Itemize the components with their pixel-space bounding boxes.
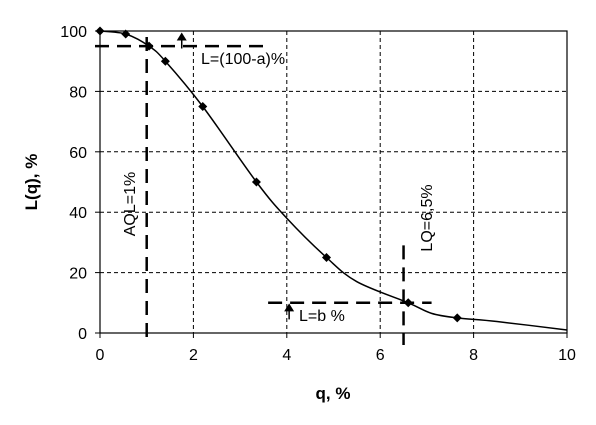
data-point (321, 253, 331, 262)
data-point (198, 102, 208, 111)
x-tick-labels: 0 2 4 6 8 10 (96, 347, 576, 364)
plot-frame (99, 30, 568, 334)
y-tick-label: 0 (78, 326, 87, 343)
y-axis-title: L(q), % (22, 154, 41, 211)
lower-level-label: L=b % (299, 308, 345, 325)
x-tick-label: 8 (469, 347, 478, 364)
y-tick-label: 40 (69, 205, 87, 222)
lower-level-arrow-head (284, 303, 295, 312)
y-tick-labels: 0 20 40 60 80 100 (60, 24, 87, 343)
aql-label: AQL=1% (122, 172, 139, 236)
data-point (95, 26, 105, 36)
upper-level-label: L=(100-a)% (201, 51, 285, 68)
upper-level-arrow-head (176, 32, 187, 41)
axes (95, 30, 568, 338)
x-tick-label: 10 (558, 347, 576, 364)
x-tick-label: 0 (96, 347, 105, 364)
y-tick-label: 20 (69, 266, 87, 283)
x-tick-label: 6 (376, 347, 385, 364)
data-points (95, 26, 462, 323)
lq-label: LQ=6,5% (419, 184, 436, 251)
y-tick-label: 80 (69, 84, 87, 101)
data-point (144, 41, 154, 51)
data-point (452, 313, 462, 323)
y-tick-label: 100 (60, 24, 87, 41)
data-point (160, 56, 170, 66)
data-point (251, 177, 261, 187)
y-tick-label: 60 (69, 145, 87, 162)
x-axis-title: q, % (316, 384, 351, 403)
grid (100, 31, 567, 333)
data-point (121, 29, 131, 39)
data-point (403, 298, 413, 308)
x-tick-label: 4 (282, 347, 291, 364)
x-tick-label: 2 (189, 347, 198, 364)
